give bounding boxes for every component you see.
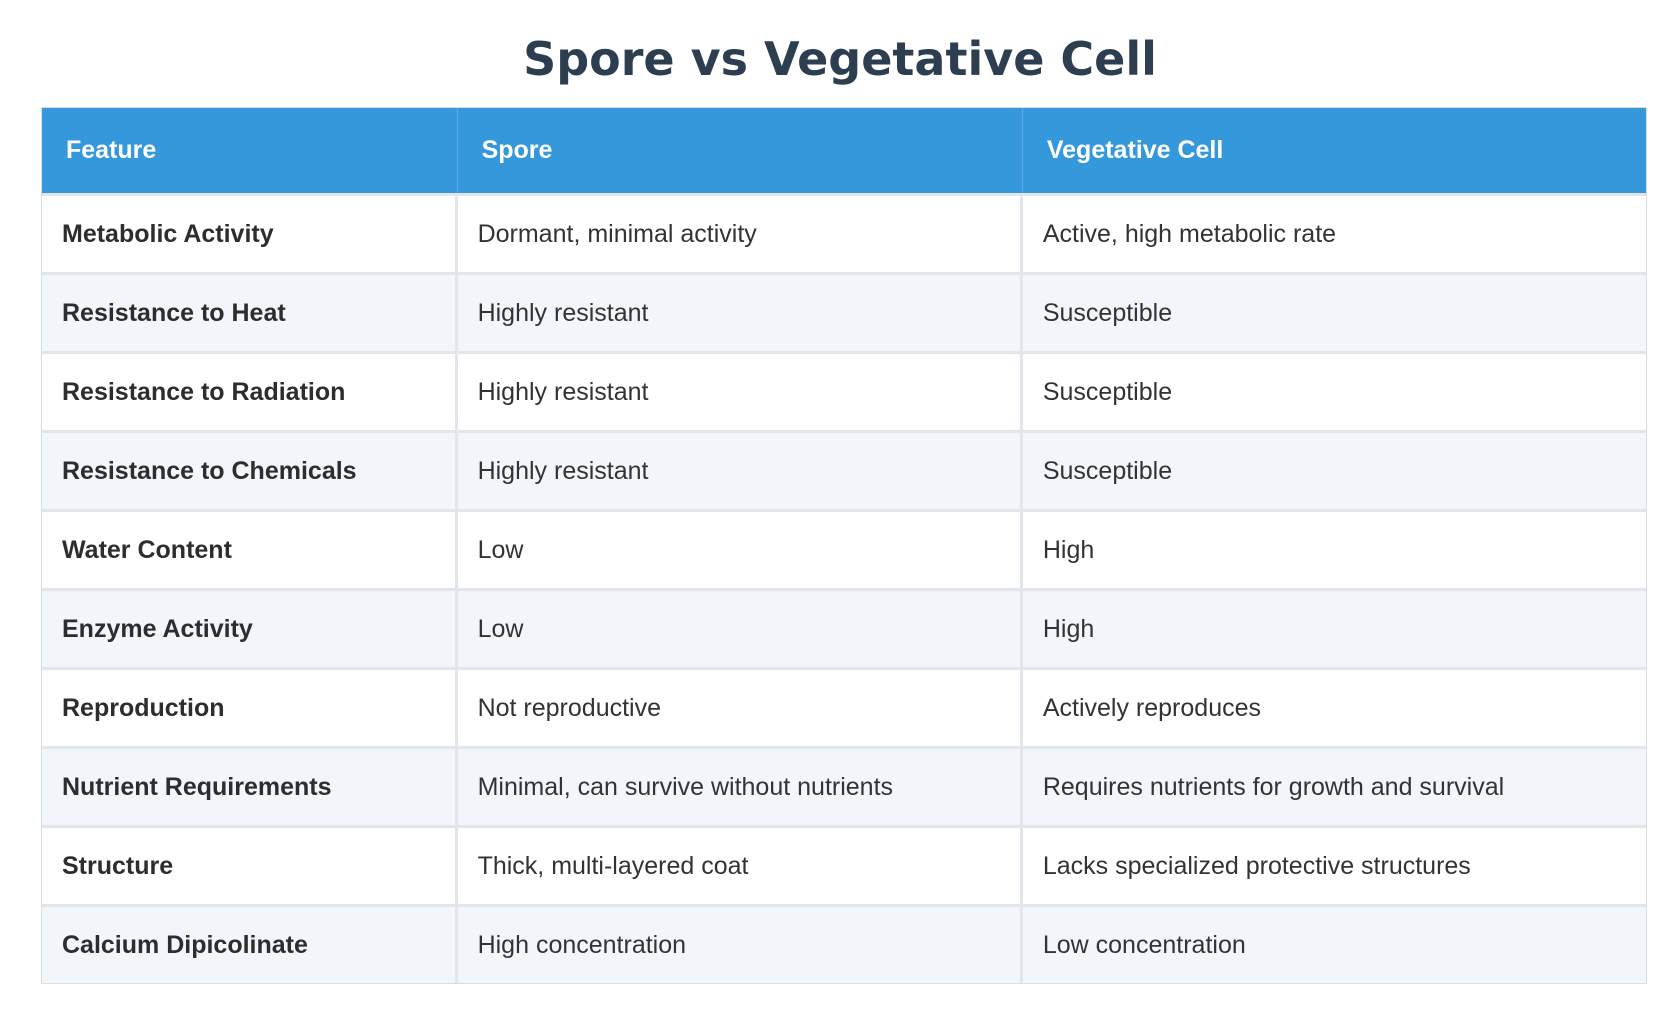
spore-cell: High concentration bbox=[457, 904, 1023, 983]
feature-cell: Reproduction bbox=[42, 667, 458, 746]
header-vegetative-cell: Vegetative Cell bbox=[1022, 108, 1646, 193]
vegetative-cell: High bbox=[1022, 509, 1646, 588]
spore-cell: Not reproductive bbox=[457, 667, 1023, 746]
table-row: Metabolic Activity Dormant, minimal acti… bbox=[42, 193, 1646, 272]
feature-cell: Nutrient Requirements bbox=[42, 746, 458, 825]
page-title: Spore vs Vegetative Cell bbox=[523, 32, 1157, 86]
spore-cell: Minimal, can survive without nutrients bbox=[457, 746, 1023, 825]
table-row: Resistance to Radiation Highly resistant… bbox=[42, 351, 1646, 430]
header-spore: Spore bbox=[457, 108, 1023, 193]
feature-cell: Water Content bbox=[42, 509, 458, 588]
header-feature: Feature bbox=[42, 108, 458, 193]
table-row: Structure Thick, multi-layered coat Lack… bbox=[42, 825, 1646, 904]
spore-cell: Highly resistant bbox=[457, 272, 1023, 351]
feature-cell: Resistance to Chemicals bbox=[42, 430, 458, 509]
table-row: Resistance to Heat Highly resistant Susc… bbox=[42, 272, 1646, 351]
vegetative-cell: Susceptible bbox=[1022, 430, 1646, 509]
table-header: Feature Spore Vegetative Cell bbox=[42, 108, 1646, 193]
vegetative-cell: Active, high metabolic rate bbox=[1022, 193, 1646, 272]
spore-cell: Highly resistant bbox=[457, 351, 1023, 430]
vegetative-cell: Actively reproduces bbox=[1022, 667, 1646, 746]
spore-cell: Low bbox=[457, 588, 1023, 667]
feature-cell: Structure bbox=[42, 825, 458, 904]
table-row: Nutrient Requirements Minimal, can survi… bbox=[42, 746, 1646, 825]
vegetative-cell: High bbox=[1022, 588, 1646, 667]
header-row: Feature Spore Vegetative Cell bbox=[42, 108, 1646, 193]
spore-cell: Highly resistant bbox=[457, 430, 1023, 509]
vegetative-cell: Susceptible bbox=[1022, 351, 1646, 430]
feature-cell: Resistance to Heat bbox=[42, 272, 458, 351]
feature-cell: Enzyme Activity bbox=[42, 588, 458, 667]
feature-cell: Calcium Dipicolinate bbox=[42, 904, 458, 983]
vegetative-cell: Requires nutrients for growth and surviv… bbox=[1022, 746, 1646, 825]
spore-cell: Low bbox=[457, 509, 1023, 588]
table-row: Enzyme Activity Low High bbox=[42, 588, 1646, 667]
comparison-table: Feature Spore Vegetative Cell Metabolic … bbox=[41, 107, 1647, 984]
table-row: Water Content Low High bbox=[42, 509, 1646, 588]
feature-cell: Metabolic Activity bbox=[42, 193, 458, 272]
table-row: Calcium Dipicolinate High concentration … bbox=[42, 904, 1646, 983]
feature-cell: Resistance to Radiation bbox=[42, 351, 458, 430]
vegetative-cell: Susceptible bbox=[1022, 272, 1646, 351]
spore-cell: Thick, multi-layered coat bbox=[457, 825, 1023, 904]
table-row: Resistance to Chemicals Highly resistant… bbox=[42, 430, 1646, 509]
vegetative-cell: Lacks specialized protective structures bbox=[1022, 825, 1646, 904]
table-row: Reproduction Not reproductive Actively r… bbox=[42, 667, 1646, 746]
spore-cell: Dormant, minimal activity bbox=[457, 193, 1023, 272]
table-body: Metabolic Activity Dormant, minimal acti… bbox=[42, 193, 1646, 983]
vegetative-cell: Low concentration bbox=[1022, 904, 1646, 983]
